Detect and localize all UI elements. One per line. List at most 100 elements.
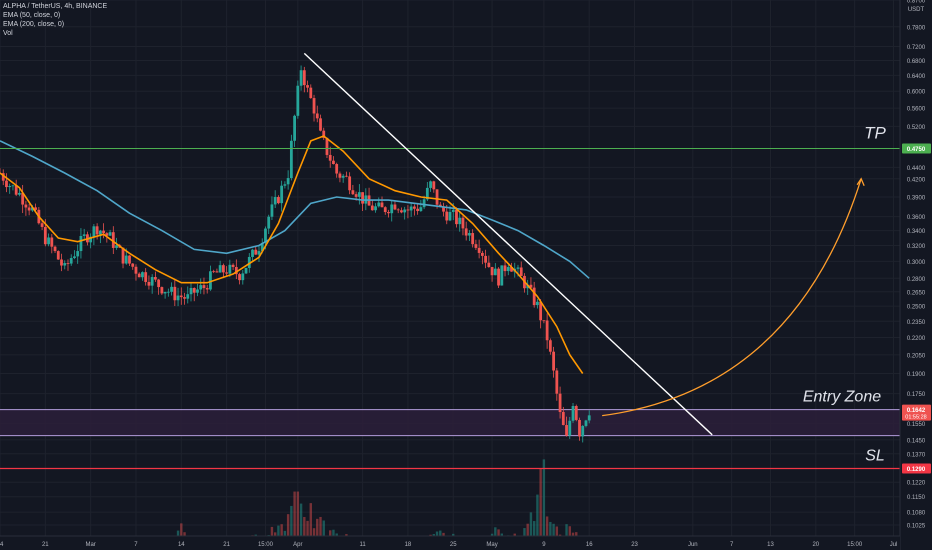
- volume-legend[interactable]: Vol: [3, 30, 13, 37]
- candle-body: [438, 204, 442, 207]
- candle-body: [153, 277, 157, 280]
- candle-body: [40, 223, 44, 227]
- candle-body: [581, 425, 585, 437]
- candle-body: [328, 154, 332, 161]
- time-tick-label: May: [486, 542, 497, 548]
- candle-body: [160, 287, 164, 294]
- time-tick-label: 15:00: [847, 542, 863, 548]
- entry-zone: [0, 409, 900, 437]
- candle-body: [199, 285, 203, 290]
- candle-body: [432, 181, 436, 190]
- candle-body: [345, 175, 348, 177]
- candle-body: [393, 204, 397, 210]
- candle-body: [338, 173, 342, 178]
- price-tick-label: 0.2650: [907, 290, 926, 296]
- candle-body: [471, 233, 475, 245]
- ema50-line: [0, 135, 584, 374]
- candle-body: [383, 207, 387, 213]
- candle-body: [480, 252, 484, 256]
- price-tick-label: 0.8700: [907, 0, 926, 5]
- entry-zone-box: [0, 409, 900, 436]
- candle-body: [267, 216, 271, 229]
- candle-body: [21, 192, 25, 205]
- candle-body: [215, 271, 219, 273]
- candle-body: [53, 246, 57, 252]
- candle-body: [474, 244, 478, 248]
- candle-body: [5, 180, 8, 188]
- candle-body: [293, 115, 297, 141]
- sl-price-tag-bg: [902, 463, 931, 474]
- price-tick-label: 0.1220: [907, 481, 926, 487]
- candle-body: [296, 85, 300, 116]
- price-tick-label: 0.1150: [907, 495, 926, 501]
- candle-body: [458, 217, 462, 225]
- candle-body: [348, 176, 352, 191]
- price-tick-label: 0.3600: [907, 215, 926, 221]
- candle-body: [545, 320, 549, 341]
- price-axis-bg: [900, 0, 932, 550]
- candle-body: [150, 277, 154, 286]
- candle-body: [574, 406, 578, 420]
- ema50-legend[interactable]: EMA (50, close, 0): [3, 12, 61, 19]
- candle-body: [542, 320, 546, 322]
- ema-lines: [0, 135, 590, 374]
- candle-body: [325, 137, 329, 155]
- candle-body: [425, 187, 429, 200]
- candle-body: [503, 265, 507, 272]
- time-tick-label: Jun: [688, 542, 698, 548]
- candle-body: [568, 420, 572, 436]
- candle-body: [141, 272, 144, 278]
- candle-body: [47, 237, 50, 245]
- projection-arrowhead: [856, 177, 865, 187]
- candle-body: [189, 287, 193, 295]
- candle-body: [419, 207, 423, 212]
- candle-body: [147, 281, 151, 286]
- candle-body: [63, 263, 67, 266]
- time-tick-label: 14: [178, 542, 185, 548]
- price-tick-label: 0.1450: [907, 438, 926, 444]
- price-axis[interactable]: USDT 0.8700 0.7800 0.7200 0.6800 0.6400 0.6000…: [899, 0, 932, 550]
- volume-bar: [549, 521, 552, 548]
- candle-body: [516, 267, 520, 269]
- candle-body: [451, 209, 455, 212]
- price-tick-label: 0.3200: [907, 244, 926, 250]
- time-tick-label: 9: [542, 542, 546, 548]
- time-axis[interactable]: 14 21 Mar 7 14 21 15:00 Apr 11 18 25 May 9 16 23 Jun 7 13…: [0, 535, 900, 550]
- candle-body: [429, 181, 432, 188]
- candle-body: [43, 226, 47, 245]
- candle-body: [192, 287, 196, 293]
- candle-body: [306, 85, 309, 88]
- candle-body: [464, 228, 468, 236]
- price-tick-label: 0.1080: [907, 511, 926, 517]
- candle-body: [18, 192, 21, 195]
- candle-body: [490, 267, 494, 276]
- volume-bar: [545, 516, 549, 548]
- candle-body: [536, 301, 539, 306]
- candle-body: [448, 211, 452, 221]
- price-levels: [0, 148, 900, 470]
- candle-body: [510, 267, 513, 272]
- ema200-legend[interactable]: EMA (200, close, 0): [3, 21, 65, 28]
- candle-body: [234, 266, 238, 275]
- symbol-title[interactable]: ALPHA / TetherUS, 4h, BINANCE: [3, 3, 108, 10]
- volume-bar: [542, 459, 546, 548]
- candle-body: [105, 233, 109, 236]
- candle-body: [11, 185, 15, 187]
- sl-label: SL: [865, 448, 885, 465]
- volume-bar: [303, 516, 306, 548]
- candle-body: [257, 251, 261, 255]
- candle-body: [548, 340, 552, 352]
- candle-body: [134, 266, 138, 274]
- current-price-tag: 0.1642: [907, 408, 926, 414]
- currency-label: USDT: [908, 7, 925, 13]
- candle-body: [280, 185, 284, 204]
- price-tick-label: 0.7800: [907, 25, 926, 31]
- candle-body: [578, 419, 581, 437]
- candle-body: [396, 209, 400, 211]
- drawings: [303, 52, 865, 436]
- candle-body: [56, 251, 60, 260]
- candle-body: [30, 207, 34, 211]
- candle-body: [565, 425, 568, 436]
- volume-bar: [529, 512, 533, 548]
